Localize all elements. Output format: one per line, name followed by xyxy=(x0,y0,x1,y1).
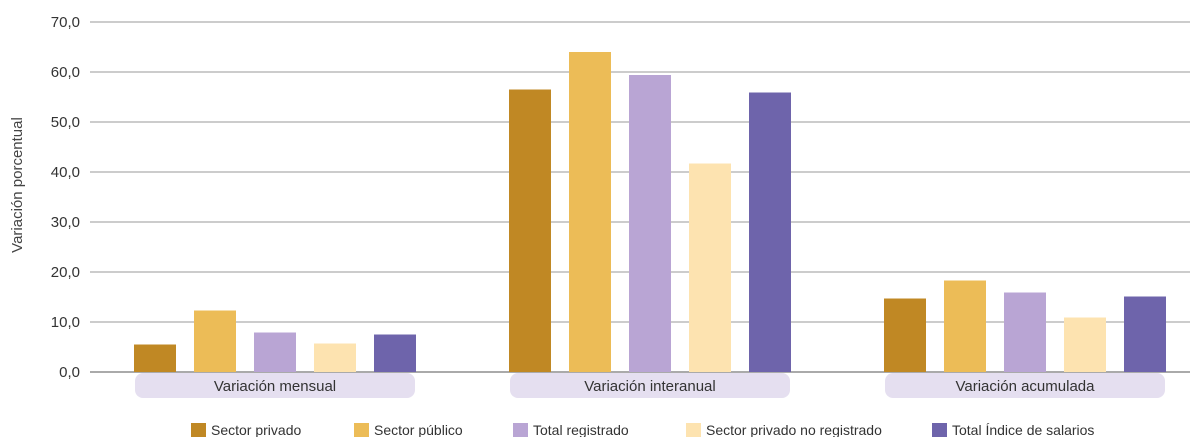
legend-label: Sector privado no registrado xyxy=(706,422,882,437)
y-tick-label: 20,0 xyxy=(51,264,80,281)
bar xyxy=(1124,296,1166,372)
bar xyxy=(749,92,791,372)
legend-swatch xyxy=(191,423,206,437)
bar xyxy=(374,334,416,372)
bar xyxy=(1004,292,1046,372)
category-label: Variación mensual xyxy=(214,378,336,395)
legend-label: Sector público xyxy=(374,422,463,437)
bar xyxy=(689,163,731,372)
bar xyxy=(569,52,611,372)
bar xyxy=(1064,317,1106,372)
legend-label: Total Índice de salarios xyxy=(952,422,1094,437)
y-tick-label: 50,0 xyxy=(51,114,80,131)
bar xyxy=(509,89,551,372)
category-label: Variación acumulada xyxy=(956,378,1096,395)
bar xyxy=(194,310,236,372)
y-tick-label: 30,0 xyxy=(51,214,80,231)
bar xyxy=(134,344,176,372)
category-band xyxy=(885,373,1165,398)
category-band xyxy=(135,373,415,398)
bar xyxy=(314,343,356,372)
bar xyxy=(254,332,296,372)
category-label: Variación interanual xyxy=(584,378,715,395)
bar xyxy=(629,75,671,372)
legend-swatch xyxy=(932,423,947,437)
legend-label: Sector privado xyxy=(211,422,301,437)
y-axis-title: Variación porcentual xyxy=(9,117,26,253)
y-tick-label: 10,0 xyxy=(51,314,80,331)
category-band xyxy=(510,373,790,398)
legend-swatch xyxy=(354,423,369,437)
y-tick-label: 40,0 xyxy=(51,164,80,181)
legend-swatch xyxy=(513,423,528,437)
y-tick-label: 60,0 xyxy=(51,64,80,81)
legend-label: Total registrado xyxy=(533,422,629,437)
legend-swatch xyxy=(686,423,701,437)
y-tick-label: 0,0 xyxy=(59,364,80,381)
bar xyxy=(944,280,986,372)
bar xyxy=(884,298,926,372)
y-tick-label: 70,0 xyxy=(51,14,80,31)
